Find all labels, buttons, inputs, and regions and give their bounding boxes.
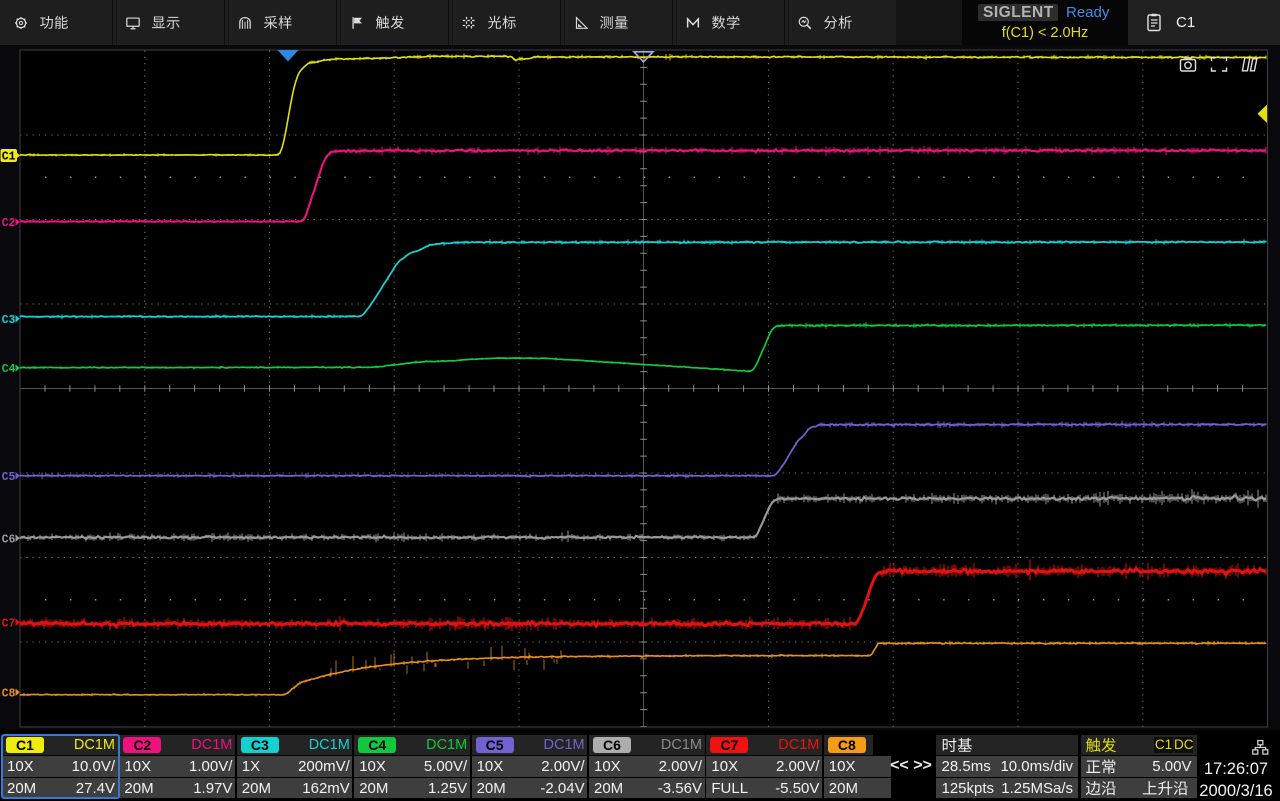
svg-text:C4: C4 xyxy=(2,363,16,376)
svg-text:C1: C1 xyxy=(2,151,16,164)
svg-text:C3: C3 xyxy=(2,314,16,327)
svg-text:C2: C2 xyxy=(2,217,16,230)
svg-text:C7: C7 xyxy=(2,618,16,631)
svg-text:C6: C6 xyxy=(2,533,16,546)
svg-text:C5: C5 xyxy=(2,471,16,484)
svg-text:C8: C8 xyxy=(2,688,16,701)
